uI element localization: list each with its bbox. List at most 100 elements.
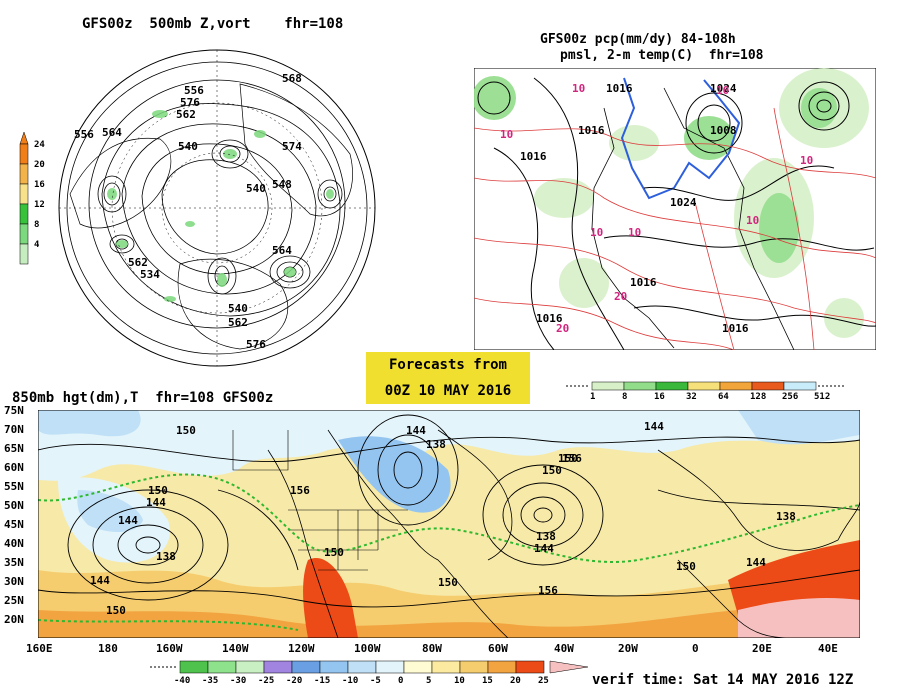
temp-colorbar-tick: -15 xyxy=(314,676,331,686)
na-temp-label: 10 xyxy=(800,154,814,167)
lon-label: 20E xyxy=(752,642,772,655)
hemi-contour-label: 548 xyxy=(272,178,292,191)
height-label: 138 xyxy=(776,510,796,523)
lat-label: 60N xyxy=(4,461,24,474)
na-temp-label: 20 xyxy=(614,290,628,303)
temp-colorbar-cell xyxy=(207,660,237,674)
lat-label: 70N xyxy=(4,423,24,436)
lon-label: 180 xyxy=(98,642,118,655)
hemi-colorbar-cell xyxy=(19,163,29,185)
precip-colorbar-tick: 16 xyxy=(654,392,665,402)
hemi-contour-label: 562 xyxy=(128,256,148,269)
na-temp-label: 10 xyxy=(716,84,730,97)
hemi-contour-label: 534 xyxy=(140,268,160,281)
na-temp-label: 20 xyxy=(556,322,570,335)
temp-colorbar-cell xyxy=(347,660,377,674)
lat-label: 20N xyxy=(4,613,24,626)
hemi-contour-label: 562 xyxy=(176,108,196,121)
lon-label: 120W xyxy=(288,642,315,655)
temp-colorbar-cell xyxy=(263,660,293,674)
temp-colorbar-tick: 5 xyxy=(426,676,432,686)
banner-line2: 00Z 10 MAY 2016 xyxy=(384,383,512,399)
hemi-colorbar-tick: 16 xyxy=(34,180,45,190)
lon-label: 0 xyxy=(692,642,699,655)
lon-label: 100W xyxy=(354,642,381,655)
temp-colorbar-tick: 25 xyxy=(538,676,549,686)
temp-colorbar-tick: 15 xyxy=(482,676,493,686)
lon-label: 40W xyxy=(554,642,574,655)
temp-colorbar-cell xyxy=(319,660,349,674)
hemi-contour-label: 562 xyxy=(228,316,248,329)
temp-colorbar-tick: -35 xyxy=(202,676,219,686)
precip-colorbar xyxy=(566,381,846,391)
na-title-line2: pmsl, 2-m temp(C) fhr=108 xyxy=(560,48,764,63)
height-label: 144 xyxy=(534,542,554,555)
height-label: 144 xyxy=(644,420,664,433)
lat-label: 30N xyxy=(4,575,24,588)
main-title: 850mb hgt(dm),T fhr=108 GFS00z xyxy=(12,390,274,406)
lat-label: 25N xyxy=(4,594,24,607)
hemi-contour-label: 576 xyxy=(246,338,266,351)
na-title-line1: GFS00z pcp(mm/dy) 84-108h xyxy=(540,32,736,47)
height-label: 150 xyxy=(176,424,196,437)
na-temp-label: 10 xyxy=(500,128,514,141)
hemi-colorbar-tick: 20 xyxy=(34,160,45,170)
precip-colorbar-cell xyxy=(591,381,625,391)
temp-colorbar-cell xyxy=(431,660,461,674)
hemi-colorbar-tick: 8 xyxy=(34,220,40,230)
height-label: 144 xyxy=(746,556,766,569)
temp-colorbar-tick: 10 xyxy=(454,676,465,686)
hemi-colorbar-cell xyxy=(19,143,29,165)
precip-colorbar-cell xyxy=(719,381,753,391)
na-temp-label: 10 xyxy=(590,226,604,239)
verification-time: verif time: Sat 14 MAY 2016 12Z xyxy=(592,672,854,688)
lon-label: 160E xyxy=(26,642,53,655)
height-label: 150 xyxy=(558,452,578,465)
na-pressure-label: 1016 xyxy=(536,312,563,325)
temp-colorbar-cell xyxy=(459,660,489,674)
temp-colorbar-tick: -5 xyxy=(370,676,381,686)
height-label: 144 xyxy=(406,424,426,437)
hemi-contour-label: 564 xyxy=(272,244,292,257)
lat-label: 35N xyxy=(4,556,24,569)
na-temp-label: 10 xyxy=(628,226,642,239)
temp-colorbar-tick: -25 xyxy=(258,676,275,686)
hemi-contour-label: 568 xyxy=(282,72,302,85)
precip-colorbar-cell xyxy=(655,381,689,391)
na-pressure-label: 1008 xyxy=(710,124,737,137)
forecast-banner: Forecasts from 00Z 10 MAY 2016 xyxy=(366,352,530,404)
precip-colorbar-cell xyxy=(687,381,721,391)
hemi-colorbar-cell xyxy=(19,223,29,245)
precip-colorbar-cell xyxy=(783,381,817,391)
na-pressure-label: 1024 xyxy=(710,82,737,95)
temp-colorbar-tick: 20 xyxy=(510,676,521,686)
lon-label: 60W xyxy=(488,642,508,655)
hemi-contour-label: 556 xyxy=(184,84,204,97)
height-label: 144 xyxy=(90,574,110,587)
height-label: 150 xyxy=(676,560,696,573)
na-pressure-label: 1016 xyxy=(578,124,605,137)
lat-label: 45N xyxy=(4,518,24,531)
height-label: 150 xyxy=(542,464,562,477)
hemi-title: GFS00z 500mb Z,vort fhr=108 xyxy=(82,16,344,32)
precip-colorbar-tick: 64 xyxy=(718,392,729,402)
lat-label: 75N xyxy=(4,404,24,417)
temp-colorbar-cell xyxy=(403,660,433,674)
lon-label: 140W xyxy=(222,642,249,655)
lat-label: 50N xyxy=(4,499,24,512)
hemi-colorbar-tick: 24 xyxy=(34,140,45,150)
precip-colorbar-tick: 512 xyxy=(814,392,831,402)
precip-colorbar-tick: 256 xyxy=(782,392,799,402)
na-map xyxy=(474,68,876,350)
height-label: 150 xyxy=(438,576,458,589)
temp-colorbar-cell xyxy=(515,660,545,674)
hemi-contour-label: 574 xyxy=(282,140,302,153)
temp-colorbar-tick: -20 xyxy=(286,676,303,686)
temp-colorbar-tick: 0 xyxy=(398,676,404,686)
lon-label: 80W xyxy=(422,642,442,655)
hemi-colorbar-tick: 4 xyxy=(34,240,40,250)
height-label: 156 xyxy=(538,584,558,597)
height-label: 150 xyxy=(148,484,168,497)
hemi-contour-label: 556 xyxy=(74,128,94,141)
hemi-colorbar-cell xyxy=(19,243,29,265)
